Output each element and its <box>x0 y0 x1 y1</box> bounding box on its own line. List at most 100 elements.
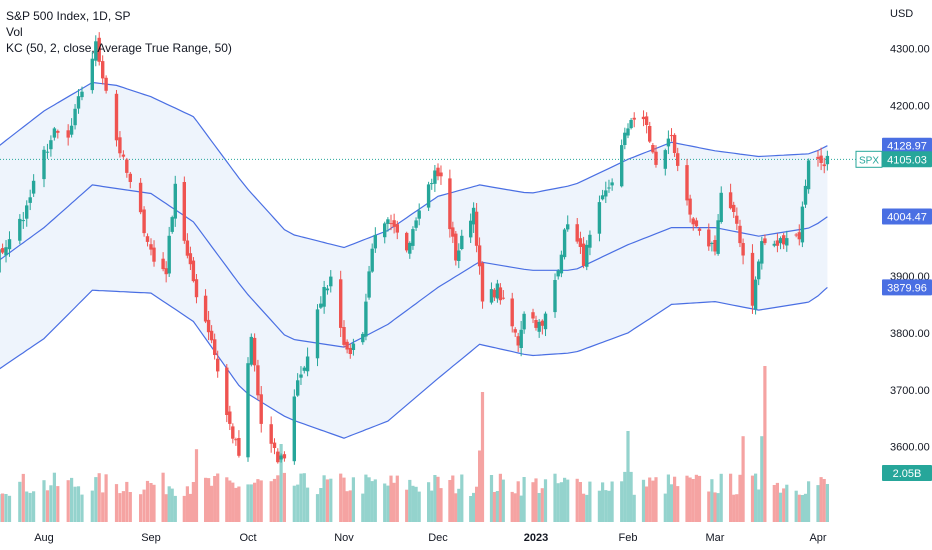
candle-body <box>149 244 153 250</box>
candle-body <box>182 182 186 241</box>
candle <box>73 104 77 130</box>
candle <box>663 148 667 176</box>
candle <box>272 438 277 455</box>
candle <box>234 437 238 446</box>
volume-bar <box>302 473 306 522</box>
volume-bar <box>626 431 630 522</box>
candle-body <box>644 116 649 125</box>
candle-body <box>325 288 330 291</box>
candle <box>531 308 535 324</box>
legend-keltner[interactable]: KC (50, 2, close, Average True Range, 50… <box>6 41 232 55</box>
badge-kc-middle: 4004.47 <box>882 208 932 225</box>
volume-bar <box>73 486 77 522</box>
candle-body <box>173 183 177 219</box>
candle-body <box>778 238 783 244</box>
candle <box>626 123 630 139</box>
candle <box>451 221 455 244</box>
candle-body <box>94 41 98 61</box>
volume-bar <box>713 492 717 522</box>
candle-body <box>451 227 455 237</box>
legend-symbol[interactable]: S&P 500 Index, 1D, SP <box>6 9 131 23</box>
candle-body <box>716 220 720 254</box>
volume-bars <box>0 366 829 522</box>
candle <box>648 121 652 144</box>
candle-body <box>18 218 22 241</box>
volume-bar <box>306 487 310 522</box>
volume-bar <box>822 479 826 522</box>
candle-body <box>760 241 764 264</box>
candle <box>492 288 497 302</box>
candle-body <box>42 149 46 180</box>
volume-bar <box>430 490 434 522</box>
volume-bar <box>719 473 723 522</box>
candle-body <box>121 154 126 157</box>
volume-bar <box>225 477 229 522</box>
candle <box>457 243 461 269</box>
candle <box>408 241 412 259</box>
candle-body <box>296 380 300 396</box>
volume-bar <box>188 493 192 522</box>
candle <box>370 243 374 273</box>
candle <box>31 174 36 197</box>
candle <box>49 135 53 157</box>
candle <box>641 110 646 127</box>
volume-bar <box>4 494 8 522</box>
symbol-tag: SPX <box>855 150 883 168</box>
time-tick-label: Dec <box>428 532 448 544</box>
candle <box>600 189 605 201</box>
volume-bar <box>167 486 171 522</box>
candle-body <box>763 238 767 244</box>
candle-body <box>816 156 820 159</box>
candle <box>519 320 523 357</box>
volume-bar <box>585 494 589 522</box>
volume-bar <box>478 450 482 522</box>
volume-bar <box>540 488 544 522</box>
candle-body <box>697 228 702 231</box>
volume-bar <box>645 486 649 522</box>
volume-bar <box>185 486 189 522</box>
candle <box>439 165 443 185</box>
candle <box>741 238 745 265</box>
volume-bar <box>370 481 374 522</box>
volume-bar <box>414 486 418 522</box>
candle-body <box>738 225 742 244</box>
candle-body <box>688 198 692 215</box>
candle <box>246 357 250 462</box>
candle-body <box>73 108 77 126</box>
candle <box>644 112 649 134</box>
volume-bar <box>417 491 421 522</box>
candle <box>225 364 229 423</box>
volume-bar <box>782 488 786 522</box>
candle <box>164 261 168 283</box>
volume-bar <box>800 495 804 522</box>
volume-bar <box>604 490 608 522</box>
volume-bar <box>797 494 801 522</box>
candle <box>604 181 608 204</box>
legend-volume[interactable]: Vol <box>6 25 23 39</box>
candle <box>806 158 811 194</box>
candle <box>269 416 273 453</box>
candle <box>395 220 399 240</box>
candle-body <box>474 211 479 246</box>
time-tick-label: Mar <box>706 532 725 544</box>
candle <box>66 124 70 146</box>
candle <box>104 75 108 94</box>
volume-bar <box>204 477 208 522</box>
volume-bar <box>620 481 624 522</box>
candle <box>760 236 764 270</box>
badge-kc-lower-bg <box>882 279 932 296</box>
candle <box>167 226 171 277</box>
candle-body <box>185 240 190 256</box>
candle-body <box>581 243 586 266</box>
candle <box>152 240 156 267</box>
candle-body <box>49 140 53 150</box>
volume-bar <box>411 485 415 522</box>
candle <box>513 327 517 337</box>
volume-bar <box>292 485 296 522</box>
candle-body <box>225 367 229 415</box>
volume-bar <box>56 486 60 522</box>
candle <box>763 234 767 246</box>
candle <box>228 405 232 431</box>
